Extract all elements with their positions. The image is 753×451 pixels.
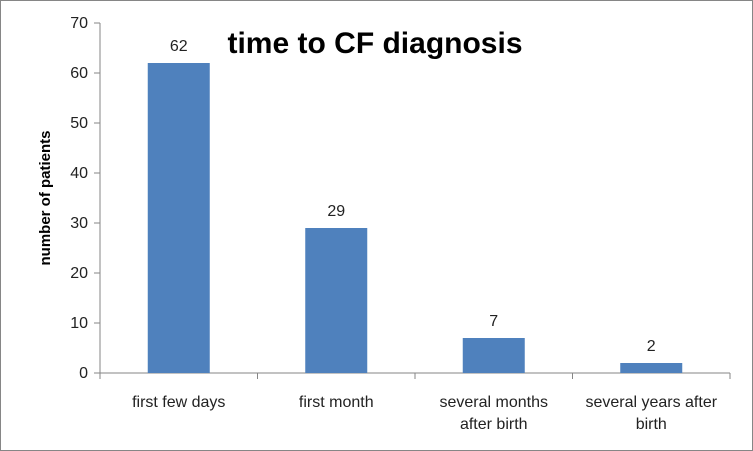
x-tick-label: several years after: [585, 394, 717, 411]
x-tick-label: several months: [440, 394, 549, 411]
bars: [147, 63, 683, 373]
y-tick-label: 10: [70, 315, 88, 332]
data-label: 7: [489, 313, 498, 330]
data-label: 29: [327, 203, 345, 220]
chart-title: time to CF diagnosis: [227, 27, 522, 60]
y-tick-label: 20: [70, 265, 88, 282]
x-tick-label: first few days: [132, 394, 225, 411]
y-tick-label: 0: [79, 365, 88, 382]
bar: [462, 338, 525, 373]
x-tick-label: after birth: [460, 416, 528, 433]
labels: 62 first few days 29 first month 7 several mo…: [132, 38, 718, 433]
bar: [305, 228, 368, 373]
y-tick-label: 40: [70, 165, 88, 182]
bar: [620, 363, 683, 373]
bar: [147, 63, 210, 373]
x-tick-label: birth: [636, 416, 667, 433]
y-tick-label: 60: [70, 65, 88, 82]
y-tick-label: 30: [70, 215, 88, 232]
data-label: 62: [170, 38, 188, 55]
y-tick-label: 70: [70, 15, 88, 32]
x-tick-label: first month: [299, 394, 374, 411]
y-tick-label: 50: [70, 115, 88, 132]
data-label: 2: [647, 338, 656, 355]
y-axis-label: number of patients: [37, 130, 54, 265]
